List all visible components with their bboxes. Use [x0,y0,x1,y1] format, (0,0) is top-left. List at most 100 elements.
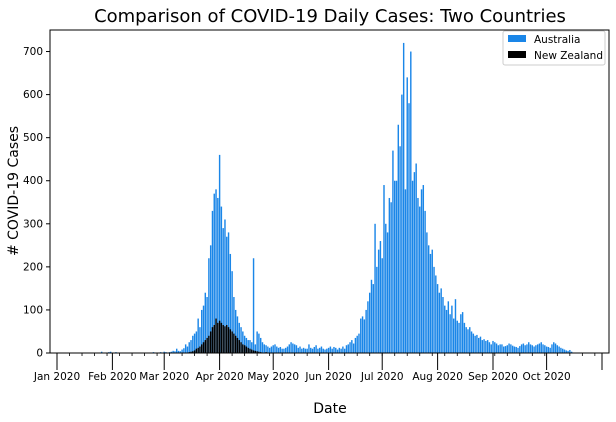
bar-australia [410,51,412,354]
bar-australia [417,197,419,353]
bar-australia [402,42,405,354]
bar-australia [411,180,414,353]
bar-australia [447,301,450,353]
bar-new-zealand [208,335,210,353]
bar-australia [368,292,371,353]
bar-australia [427,245,430,353]
bar-australia [206,297,208,353]
bar-new-zealand [206,337,208,353]
bar-australia [529,344,532,353]
bar-australia [503,346,505,353]
bar-australia [554,343,557,353]
bar-australia [379,241,382,353]
bar-australia [267,346,269,353]
bar-australia [109,351,112,353]
bar-australia [318,347,321,353]
bar-australia [201,309,203,353]
bar-australia [213,193,215,353]
bar-australia [415,163,417,353]
bar-australia [243,335,246,353]
bar-new-zealand [236,337,239,353]
bar-australia [274,344,276,353]
bar-australia [163,351,165,353]
bar-australia [227,232,230,353]
bar-australia [513,346,516,353]
bar-new-zealand [243,345,246,353]
bar-australia [218,154,221,353]
bar-australia [397,124,400,353]
bar-new-zealand [234,335,237,353]
x-axis-label: Date [313,401,346,417]
bar-australia [560,347,562,353]
bar-australia [445,309,448,353]
bar-new-zealand [224,326,226,353]
bar-new-zealand [204,340,207,353]
bar-australia [220,206,223,353]
bar-new-zealand [192,351,194,353]
bar-australia [553,342,555,353]
bar-australia [313,346,316,353]
bar-australia [356,335,358,353]
bar-australia [320,346,323,353]
bar-australia [386,232,389,353]
bar-australia [172,350,174,353]
bar-australia [336,349,339,353]
bar-australia [556,345,559,353]
bar-australia [327,347,330,353]
bar-australia [265,345,267,353]
legend-label-australia: Australia [534,34,580,46]
legend-label-new-zealand: New Zealand [534,50,603,62]
bar-australia [511,345,514,353]
bar-australia [279,346,282,353]
bar-australia [354,337,357,353]
bar-australia [528,342,530,353]
legend: Australia New Zealand [502,30,606,66]
bar-australia [374,223,376,353]
y-tick-label: 300 [23,218,43,230]
bar-australia [510,344,512,353]
bar-new-zealand [215,318,217,353]
y-tick-label: 200 [23,261,43,273]
bar-australia [335,347,337,353]
bar-australia [561,348,564,353]
bar-australia [477,337,480,353]
bar-australia [465,327,467,353]
bar-australia [517,347,519,353]
bar-new-zealand [213,325,215,353]
bar-australia [338,347,341,353]
bar-australia [474,335,476,353]
bar-australia [331,348,333,353]
bar-australia [263,344,265,353]
bar-australia [458,322,460,353]
bar-australia [360,318,362,353]
bar-australia [476,334,478,353]
bar-australia [506,345,509,353]
bar-new-zealand [217,322,219,353]
x-tick-label: Jan 2020 [33,371,80,383]
bar-australia [444,305,446,353]
bar-australia [456,320,458,353]
y-tick-label: 500 [23,132,43,144]
bar-australia [429,253,432,353]
bar-australia [363,319,366,353]
bar-australia [494,342,496,353]
x-tick-label: Jul 2020 [360,371,404,383]
bar-australia [315,345,317,353]
bar-australia [208,258,210,353]
bar-australia [385,223,387,353]
bar-new-zealand [240,342,242,353]
bar-australia [499,344,501,353]
bar-australia [306,348,308,353]
bar-australia [479,336,482,353]
bar-australia [222,228,224,353]
bar-australia [259,337,262,353]
bar-australia [531,345,534,353]
bar-australia [481,340,483,353]
x-axis: Jan 2020 Feb 2020 Mar 2020 Apr 2020 May 2020… [33,353,603,383]
bar-australia [424,210,426,353]
bar-australia [184,344,187,353]
bar-australia [252,258,255,353]
bar-australia [570,351,573,353]
